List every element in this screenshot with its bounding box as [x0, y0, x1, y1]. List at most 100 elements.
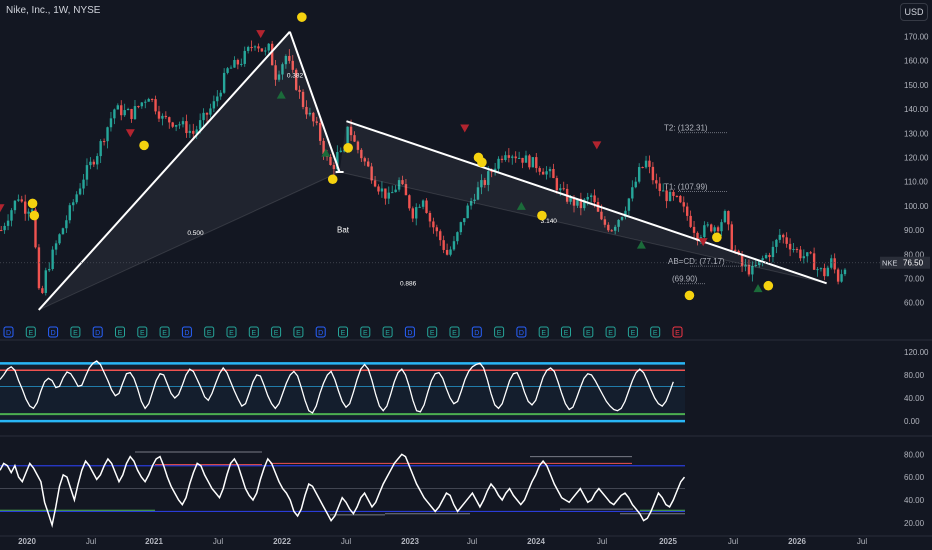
time-axis[interactable]: 2020 Jul 2021 Jul 2022 Jul 2023 Jul 2024 Jul 2025 J…: [18, 537, 867, 546]
time-tick-label: Jul: [86, 537, 96, 546]
event-badge-label: E: [541, 330, 546, 337]
candle: [277, 74, 281, 80]
candle: [778, 234, 782, 240]
candle: [727, 211, 730, 225]
candle: [106, 127, 109, 142]
time-tick-label: 2020: [18, 537, 36, 546]
event-badge-label: E: [631, 330, 636, 337]
candle: [620, 217, 624, 220]
candle: [809, 252, 812, 254]
osc1-tick-label: 120.00: [904, 348, 929, 357]
candle: [360, 149, 363, 159]
candle: [154, 99, 157, 112]
earnings-badge: E: [382, 326, 393, 338]
earnings-badge-frame: [115, 326, 125, 338]
osc1-tick-label: 80.00: [904, 371, 925, 380]
pattern-leg-a-b: [288, 31, 341, 173]
candle: [373, 180, 377, 187]
oscillator-pane-2[interactable]: [0, 451, 686, 529]
candle: [823, 268, 826, 277]
target-label: (69.90): [672, 275, 698, 284]
osc1-tick-label: 0.00: [904, 417, 920, 426]
pattern-label: Bat: [337, 225, 350, 234]
price-pane[interactable]: 0.382 0.500 Bat 3.140 0.886 T2: (132.31) T1: (…: [0, 12, 895, 338]
candle: [418, 206, 421, 208]
candle: [216, 96, 219, 102]
price-tick-label: 130.00: [904, 129, 929, 138]
event-badge-label: E: [207, 330, 212, 337]
candle: [435, 227, 439, 232]
candle: [226, 68, 229, 73]
candle: [336, 151, 339, 170]
candle: [624, 210, 627, 218]
candle: [449, 249, 452, 255]
grid-lines: [0, 339, 932, 537]
earnings-badge-frame: [538, 326, 549, 338]
earnings-badge: E: [627, 326, 638, 338]
price-tick-label: 110.00: [904, 178, 928, 187]
candle: [75, 194, 78, 203]
candle: [487, 171, 490, 185]
candle: [30, 209, 34, 212]
price-axis[interactable]: 60.00 70.00 80.00 90.00 100.00 110.00 120.00 13…: [880, 33, 930, 528]
candle: [99, 141, 102, 157]
candle: [192, 130, 195, 134]
osc1-tick-label: 40.00: [904, 394, 925, 403]
time-tick-label: Jul: [857, 537, 867, 546]
event-badge-label: E: [564, 330, 569, 337]
signal-down-arrow: [592, 141, 602, 150]
event-badge-label: E: [162, 330, 167, 337]
candle: [648, 160, 651, 167]
time-tick-label: Jul: [728, 537, 738, 546]
dividend-badge: D: [516, 326, 527, 338]
candle: [147, 98, 150, 102]
pattern-xb-line: [38, 171, 340, 311]
signal-down-arrow: [698, 238, 708, 247]
candle: [463, 218, 466, 223]
candle: [511, 156, 514, 158]
candle: [144, 101, 147, 103]
candle: [644, 160, 648, 168]
candle: [761, 258, 764, 261]
candle: [116, 105, 120, 110]
dividend-badge: D: [471, 326, 482, 338]
candle: [343, 150, 346, 152]
pattern-bd-line: [339, 171, 827, 284]
currency-button[interactable]: USD: [900, 3, 928, 21]
candle: [48, 269, 51, 271]
earnings-badge-frame: [360, 326, 371, 338]
osc2-tick-label: 40.00: [904, 496, 925, 505]
candle: [480, 180, 483, 188]
price-tick-label: 90.00: [904, 226, 925, 235]
candle: [710, 224, 713, 232]
earnings-badge: E: [605, 326, 616, 338]
dividend-badge: D: [92, 326, 103, 338]
event-badge-label: E: [28, 330, 33, 337]
earnings-badge: E: [338, 326, 348, 338]
earnings-badge-frame: [382, 326, 393, 338]
candle: [377, 186, 380, 192]
ticker-tag: NKE: [882, 259, 897, 268]
candle: [806, 252, 809, 257]
time-tick-label: Jul: [597, 537, 607, 546]
candle: [178, 124, 181, 126]
candle: [819, 268, 823, 270]
event-badge-label: E: [296, 330, 301, 337]
candle: [257, 46, 260, 49]
candle: [843, 269, 847, 275]
candle: [267, 43, 270, 51]
candle: [168, 117, 171, 123]
earnings-badge-frame: [159, 326, 170, 338]
candle: [13, 200, 17, 211]
candle: [439, 231, 442, 241]
candle: [332, 165, 336, 170]
candle: [452, 241, 456, 250]
candle: [610, 230, 613, 232]
event-badge-label: E: [73, 330, 78, 337]
signal-dot: [477, 157, 487, 168]
signal-dot: [327, 174, 338, 185]
oscillator-pane-1[interactable]: [0, 360, 685, 423]
last-price-label: 76.50: [903, 259, 924, 268]
candle: [634, 181, 637, 188]
